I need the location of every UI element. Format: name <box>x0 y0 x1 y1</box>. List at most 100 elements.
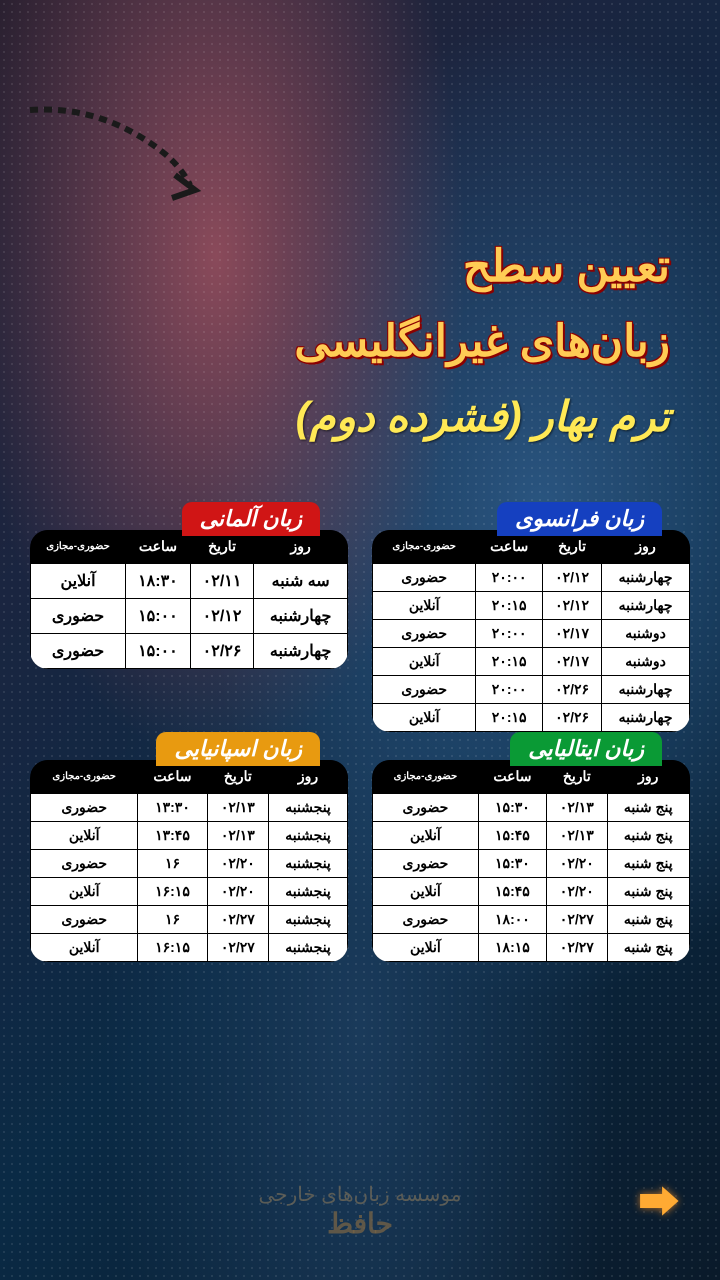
table-cell: ۰۲/۱۳ <box>207 794 268 822</box>
table-cell: ۰۲/۱۳ <box>547 794 608 822</box>
table-cell: ۱۵:۳۰ <box>478 794 546 822</box>
table-cell: چهارشنبه <box>602 564 690 592</box>
table-cell: ۱۶:۱۵ <box>138 878 207 906</box>
table-cell: پنجشنبه <box>269 822 348 850</box>
table-cell: ۰۲/۱۲ <box>542 564 601 592</box>
table-cell: ۰۲/۱۲ <box>542 592 601 620</box>
footer-name: حافظ <box>0 1207 720 1240</box>
table-cell: ۰۲/۲۷ <box>207 934 268 962</box>
table-cell: ۰۲/۲۶ <box>542 676 601 704</box>
table-cell: حضوری <box>31 906 138 934</box>
col-mode: حضوری-مجازی <box>373 760 479 794</box>
spanish-tab: زبان اسپانیایی <box>156 732 320 766</box>
table-cell: حضوری <box>373 850 479 878</box>
table-cell: چهارشنبه <box>602 704 690 732</box>
table-cell: ۰۲/۲۶ <box>190 634 254 669</box>
table-row: چهارشنبه۰۲/۲۶۱۵:۰۰حضوری <box>31 634 348 669</box>
title-line-1: تعیین سطح <box>50 230 670 305</box>
table-row: چهارشنبه۰۲/۲۶۲۰:۰۰حضوری <box>373 676 690 704</box>
table-cell: ۲۰:۰۰ <box>476 676 543 704</box>
table-row: پنج شنبه۰۲/۱۳۱۵:۳۰حضوری <box>373 794 690 822</box>
table-cell: ۱۸:۳۰ <box>126 564 191 599</box>
table-cell: ۲۰:۰۰ <box>476 564 543 592</box>
table-cell: ۰۲/۱۲ <box>190 599 254 634</box>
table-cell: دوشنبه <box>602 620 690 648</box>
table-cell: ۱۶ <box>138 850 207 878</box>
table-cell: آنلاین <box>373 648 476 676</box>
table-row: سه شنبه۰۲/۱۱۱۸:۳۰آنلاین <box>31 564 348 599</box>
curved-arrow-decoration <box>20 100 220 220</box>
table-cell: حضوری <box>373 906 479 934</box>
table-row: چهارشنبه۰۲/۱۲۲۰:۰۰حضوری <box>373 564 690 592</box>
table-cell: آنلاین <box>373 878 479 906</box>
german-table: روز تاریخ ساعت حضوری-مجازی سه شنبه۰۲/۱۱۱… <box>30 530 348 669</box>
table-cell: پنج شنبه <box>607 878 689 906</box>
table-cell: ۱۵:۴۵ <box>478 878 546 906</box>
german-table-card: زبان آلمانی روز تاریخ ساعت حضوری-مجازی س… <box>30 530 348 732</box>
italian-tab: زبان ایتالیایی <box>510 732 662 766</box>
table-cell: ۰۲/۲۷ <box>547 934 608 962</box>
italian-table: روز تاریخ ساعت حضوری-مجازی پنج شنبه۰۲/۱۳… <box>372 760 690 962</box>
schedule-tables-grid: زبان فرانسوی روز تاریخ ساعت حضوری-مجازی … <box>30 530 690 962</box>
table-cell: ۰۲/۲۷ <box>207 906 268 934</box>
table-row: پنج شنبه۰۲/۲۷۱۸:۱۵آنلاین <box>373 934 690 962</box>
table-cell: آنلاین <box>31 564 126 599</box>
table-cell: ۱۸:۱۵ <box>478 934 546 962</box>
french-rows: چهارشنبه۰۲/۱۲۲۰:۰۰حضوریچهارشنبه۰۲/۱۲۲۰:۱… <box>373 564 690 732</box>
german-tab: زبان آلمانی <box>182 502 320 536</box>
table-cell: ۲۰:۱۵ <box>476 592 543 620</box>
table-cell: ۰۲/۲۰ <box>207 850 268 878</box>
german-rows: سه شنبه۰۲/۱۱۱۸:۳۰آنلاینچهارشنبه۰۲/۱۲۱۵:۰… <box>31 564 348 669</box>
table-cell: ۰۲/۱۷ <box>542 648 601 676</box>
spanish-table-card: زبان اسپانیایی روز تاریخ ساعت حضوری-مجاز… <box>30 760 348 962</box>
table-cell: پنج شنبه <box>607 850 689 878</box>
french-tab: زبان فرانسوی <box>497 502 662 536</box>
table-row: چهارشنبه۰۲/۲۶۲۰:۱۵آنلاین <box>373 704 690 732</box>
table-row: پنج شنبه۰۲/۲۰۱۵:۳۰حضوری <box>373 850 690 878</box>
table-cell: ۰۲/۲۰ <box>547 850 608 878</box>
table-cell: ۱۳:۳۰ <box>138 794 207 822</box>
table-cell: ۲۰:۰۰ <box>476 620 543 648</box>
table-cell: دوشنبه <box>602 648 690 676</box>
table-cell: ۱۵:۰۰ <box>126 599 191 634</box>
table-row: دوشنبه۰۲/۱۷۲۰:۱۵آنلاین <box>373 648 690 676</box>
table-cell: ۱۵:۴۵ <box>478 822 546 850</box>
table-cell: آنلاین <box>31 934 138 962</box>
table-cell: آنلاین <box>373 934 479 962</box>
table-cell: ۲۰:۱۵ <box>476 704 543 732</box>
table-cell: پنجشنبه <box>269 878 348 906</box>
table-row: پنج شنبه۰۲/۲۷۱۸:۰۰حضوری <box>373 906 690 934</box>
spanish-rows: پنجشنبه۰۲/۱۳۱۳:۳۰حضوریپنجشنبه۰۲/۱۳۱۳:۴۵آ… <box>31 794 348 962</box>
title-line-2: زبان‌های غیرانگلیسی <box>50 305 670 380</box>
col-mode: حضوری-مجازی <box>31 530 126 564</box>
table-cell: ۰۲/۲۷ <box>547 906 608 934</box>
footer: موسسه زبان‌های خارجی حافظ <box>0 1182 720 1240</box>
italian-rows: پنج شنبه۰۲/۱۳۱۵:۳۰حضوریپنج شنبه۰۲/۱۳۱۵:۴… <box>373 794 690 962</box>
table-cell: حضوری <box>31 850 138 878</box>
table-row: دوشنبه۰۲/۱۷۲۰:۰۰حضوری <box>373 620 690 648</box>
table-row: پنجشنبه۰۲/۲۷۱۶:۱۵آنلاین <box>31 934 348 962</box>
table-row: پنجشنبه۰۲/۲۰۱۶حضوری <box>31 850 348 878</box>
table-cell: پنج شنبه <box>607 906 689 934</box>
table-cell: ۱۵:۰۰ <box>126 634 191 669</box>
table-row: پنجشنبه۰۲/۱۳۱۳:۴۵آنلاین <box>31 822 348 850</box>
table-row: پنج شنبه۰۲/۱۳۱۵:۴۵آنلاین <box>373 822 690 850</box>
table-cell: آنلاین <box>373 592 476 620</box>
table-row: پنجشنبه۰۲/۲۷۱۶حضوری <box>31 906 348 934</box>
french-table-card: زبان فرانسوی روز تاریخ ساعت حضوری-مجازی … <box>372 530 690 732</box>
table-cell: حضوری <box>373 564 476 592</box>
table-cell: ۰۲/۲۶ <box>542 704 601 732</box>
col-time: ساعت <box>126 530 191 564</box>
table-cell: آنلاین <box>31 878 138 906</box>
table-cell: حضوری <box>373 620 476 648</box>
table-cell: ۱۶ <box>138 906 207 934</box>
table-cell: حضوری <box>31 634 126 669</box>
table-cell: ۱۵:۳۰ <box>478 850 546 878</box>
table-cell: ۰۲/۲۰ <box>207 878 268 906</box>
table-cell: پنجشنبه <box>269 850 348 878</box>
table-cell: ۰۲/۱۳ <box>207 822 268 850</box>
table-cell: ۰۲/۱۱ <box>190 564 254 599</box>
spanish-table: روز تاریخ ساعت حضوری-مجازی پنجشنبه۰۲/۱۳۱… <box>30 760 348 962</box>
table-cell: پنجشنبه <box>269 794 348 822</box>
table-cell: آنلاین <box>373 822 479 850</box>
